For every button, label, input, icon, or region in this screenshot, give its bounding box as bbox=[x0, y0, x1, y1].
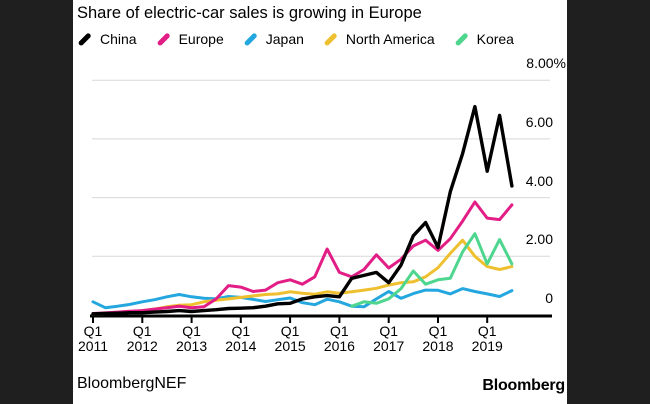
x-axis-label: Q1 2014 bbox=[225, 323, 257, 354]
y-axis-label: 4.00 bbox=[525, 172, 553, 189]
legend-label: Japan bbox=[265, 31, 304, 47]
legend-item-north-america: North America bbox=[323, 31, 435, 47]
source-label: BloombergNEF bbox=[77, 375, 187, 392]
x-axis-label: Q1 2015 bbox=[274, 323, 306, 354]
x-axis-label: Q1 2012 bbox=[126, 323, 158, 354]
chart-panel: Share of electric-car sales is growing i… bbox=[73, 0, 567, 404]
line-chart bbox=[90, 79, 552, 323]
y-axis-label: 6.00 bbox=[525, 113, 553, 130]
europe-line bbox=[91, 200, 514, 315]
y-axis-label: 2.00 bbox=[525, 231, 553, 248]
y-axis-label: 0 bbox=[545, 290, 553, 306]
bloomberg-logo: Bloomberg bbox=[482, 377, 565, 394]
legend-item-china: China bbox=[77, 31, 137, 47]
x-axis-label: Q1 2013 bbox=[175, 323, 208, 354]
x-axis-label: Q1 2016 bbox=[323, 323, 355, 354]
x-axis-label: Q1 2011 bbox=[77, 323, 109, 354]
korea-line bbox=[350, 232, 514, 308]
x-axis-label: Q1 2018 bbox=[422, 323, 454, 354]
x-axis-label: Q1 2017 bbox=[373, 323, 405, 354]
legend-label: Korea bbox=[476, 31, 514, 47]
legend-label: China bbox=[100, 31, 137, 47]
x-axis-label: Q1 2019 bbox=[471, 323, 503, 354]
legend-item-japan: Japan bbox=[243, 31, 304, 47]
japan-line bbox=[91, 287, 514, 310]
china-line bbox=[91, 104, 514, 316]
legend-item-europe: Europe bbox=[156, 31, 224, 47]
legend-item-korea: Korea bbox=[454, 31, 514, 47]
legend: China Europe Japan North America Korea bbox=[77, 30, 514, 48]
y-axis-label: 8.00% bbox=[526, 55, 566, 72]
legend-label: North America bbox=[345, 31, 435, 47]
chart-title: Share of electric-car sales is growing i… bbox=[77, 4, 422, 22]
legend-label: Europe bbox=[178, 31, 224, 47]
